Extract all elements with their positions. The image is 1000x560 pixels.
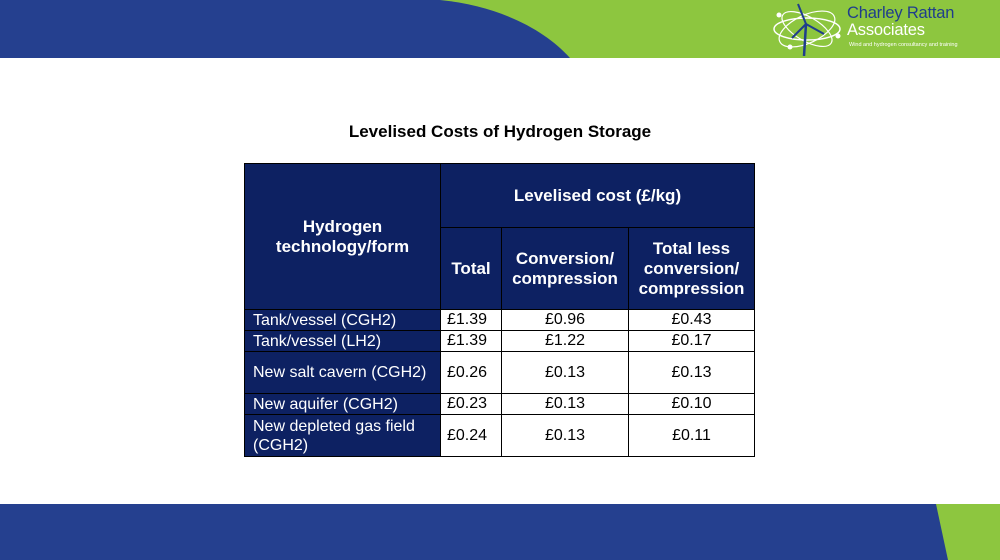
- cell-total-less: £0.17: [628, 330, 755, 352]
- cell-total-less: £0.13: [628, 351, 755, 394]
- header-total-less-conversion: Total less conversion/ compression: [628, 227, 755, 310]
- table-row: New depleted gas field (CGH2) £0.24 £0.1…: [244, 414, 755, 457]
- cell-conversion: £0.13: [501, 414, 629, 457]
- cell-total: £1.39: [440, 309, 502, 331]
- table-row: Tank/vessel (CGH2) £1.39 £0.96 £0.43: [244, 309, 755, 331]
- cell-conversion: £0.96: [501, 309, 629, 331]
- row-technology: Tank/vessel (CGH2): [244, 309, 441, 331]
- header-total: Total: [440, 227, 502, 310]
- cell-conversion: £0.13: [501, 393, 629, 415]
- header-hydrogen-technology: Hydrogen technology/form: [244, 163, 441, 310]
- header-conversion-compression: Conversion/ compression: [501, 227, 629, 310]
- row-technology: Tank/vessel (LH2): [244, 330, 441, 352]
- row-technology: New salt cavern (CGH2): [244, 351, 441, 394]
- company-name-line2: Associates: [847, 21, 925, 39]
- company-name-line1: Charley Rattan: [847, 4, 955, 22]
- cell-total: £0.23: [440, 393, 502, 415]
- cell-total: £0.26: [440, 351, 502, 394]
- company-name: Charley Rattan Associates: [847, 5, 997, 39]
- table-row: New salt cavern (CGH2) £0.26 £0.13 £0.13: [244, 351, 755, 394]
- table-row: New aquifer (CGH2) £0.23 £0.13 £0.10: [244, 393, 755, 415]
- cell-total-less: £0.10: [628, 393, 755, 415]
- cell-total-less: £0.11: [628, 414, 755, 457]
- header-levelised-cost: Levelised cost (£/kg): [440, 163, 755, 228]
- company-logo: Charley Rattan Associates Wind and hydro…: [770, 2, 998, 56]
- cell-conversion: £1.22: [501, 330, 629, 352]
- row-technology: New aquifer (CGH2): [244, 393, 441, 415]
- cell-total-less: £0.43: [628, 309, 755, 331]
- company-tagline: Wind and hydrogen consultancy and traini…: [849, 42, 958, 48]
- table-row: Tank/vessel (LH2) £1.39 £1.22 £0.17: [244, 330, 755, 352]
- cell-conversion: £0.13: [501, 351, 629, 394]
- header-band: [0, 0, 1000, 58]
- footer-band: [0, 504, 1000, 560]
- wind-turbine-logo-icon: [773, 3, 841, 56]
- table-title: Levelised Costs of Hydrogen Storage: [348, 122, 652, 141]
- levelised-cost-table: Hydrogen technology/form Levelised cost …: [244, 163, 755, 457]
- row-technology: New depleted gas field (CGH2): [244, 414, 441, 457]
- cell-total: £0.24: [440, 414, 502, 457]
- cell-total: £1.39: [440, 330, 502, 352]
